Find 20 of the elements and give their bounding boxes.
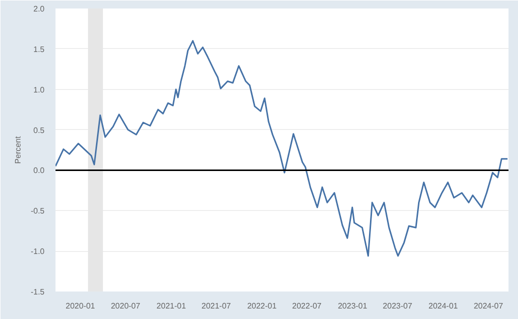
x-tick-label: 2020-01 [66, 302, 96, 310]
y-axis-title: Percent [14, 135, 23, 164]
x-tick-label: 2023-01 [338, 302, 368, 310]
x-tick-label: 2022-07 [292, 302, 322, 310]
x-tick-label: 2020-07 [110, 302, 141, 310]
y-tick-label: 1.5 [33, 44, 46, 54]
x-tick-label: 2022-01 [247, 302, 278, 310]
line-series [56, 40, 508, 257]
y-tick-label: 2.0 [33, 4, 46, 14]
x-tick-label: 2024-01 [428, 302, 458, 310]
y-tick-label: 0.0 [33, 166, 46, 176]
y-tick-label: -0.5 [30, 206, 46, 216]
x-tick-label: 2021-07 [202, 302, 232, 310]
y-tick-label: 1.0 [33, 85, 46, 94]
y-tick-label: -1.5 [30, 288, 46, 296]
x-tick-label: 2023-07 [382, 302, 413, 310]
y-tick-label: -1.0 [30, 247, 46, 256]
x-tick-label: 2021-01 [156, 302, 186, 310]
x-tick-label: 2024-07 [474, 302, 504, 310]
y-tick-label: 0.5 [33, 126, 46, 135]
